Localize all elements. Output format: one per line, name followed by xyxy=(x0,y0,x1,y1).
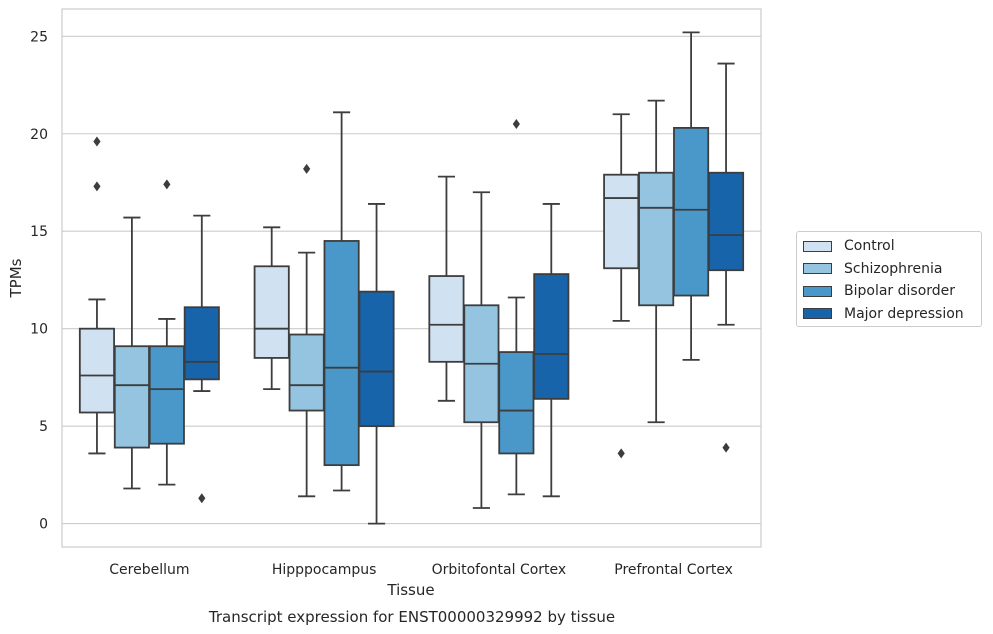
legend-swatch xyxy=(803,240,832,252)
legend-label: Bipolar disorder xyxy=(844,283,956,300)
box-bipolar-disorder xyxy=(323,111,360,492)
y-tick-label: 25 xyxy=(30,29,48,45)
chart-caption: Transcript expression for ENST0000032999… xyxy=(208,608,615,626)
x-tick-label: Cerebellum xyxy=(109,562,189,578)
legend-label: Schizophrenia xyxy=(844,260,943,277)
iqr-box xyxy=(148,345,185,445)
iqr-box xyxy=(183,306,220,381)
outlier-point xyxy=(617,448,625,459)
box-major-depression xyxy=(358,203,395,525)
y-tick-label: 5 xyxy=(39,419,48,435)
legend-swatch xyxy=(803,263,832,275)
iqr-box xyxy=(113,345,150,449)
legend-item: Bipolar disorder xyxy=(803,280,981,303)
x-tick-labels: Cerebellum Hipppocampus Orbitofontal Corte… xyxy=(109,562,733,578)
legend-item: Major depression xyxy=(803,303,981,326)
box-groups xyxy=(78,31,745,525)
box-schizophrenia xyxy=(463,191,500,509)
y-tick-label: 0 xyxy=(39,517,48,533)
x-tick-label: Orbitofontal Cortex xyxy=(432,562,567,578)
box-schizophrenia xyxy=(638,99,675,424)
outlier-point xyxy=(163,179,171,190)
iqr-box xyxy=(288,333,325,412)
y-axis-label: TPMs xyxy=(7,258,25,298)
legend: Control Schizophrenia Bipolar disorder Majo… xyxy=(796,231,982,327)
iqr-box xyxy=(428,275,465,363)
box-major-depression xyxy=(183,214,220,504)
legend-item: Schizophrenia xyxy=(803,258,981,281)
iqr-box xyxy=(498,351,535,455)
iqr-box xyxy=(253,265,290,359)
outlier-point xyxy=(303,163,311,174)
iqr-box xyxy=(673,127,710,297)
outlier-point xyxy=(512,119,520,130)
iqr-box xyxy=(708,171,745,272)
box-control xyxy=(428,175,465,402)
x-tick-label: Prefrontal Cortex xyxy=(614,562,733,578)
box-control xyxy=(253,226,290,391)
outlier-point xyxy=(93,181,101,192)
x-tick-label: Hipppocampus xyxy=(272,562,377,578)
outlier-point xyxy=(198,493,206,504)
legend-swatch xyxy=(803,285,832,297)
iqr-box xyxy=(323,240,360,467)
outlier-point xyxy=(93,136,101,147)
box-major-depression xyxy=(708,62,745,453)
legend-label: Major depression xyxy=(844,305,964,322)
box-schizophrenia xyxy=(113,216,150,490)
iqr-box xyxy=(78,327,115,414)
iqr-box xyxy=(358,290,395,428)
y-tick-label: 20 xyxy=(30,127,48,143)
legend-item: Control xyxy=(803,235,981,258)
y-tick-labels: 0 5 10 15 20 25 xyxy=(30,29,48,532)
y-tick-label: 15 xyxy=(30,224,48,240)
iqr-box xyxy=(638,171,675,307)
box-bipolar-disorder xyxy=(148,179,185,486)
box-schizophrenia xyxy=(288,163,325,498)
box-control xyxy=(603,113,640,459)
box-bipolar-disorder xyxy=(498,119,535,496)
outlier-point xyxy=(722,442,730,453)
box-major-depression xyxy=(533,203,570,498)
iqr-box xyxy=(533,273,570,400)
box-control xyxy=(78,136,115,455)
legend-label: Control xyxy=(844,238,895,255)
y-tick-label: 10 xyxy=(30,322,48,338)
plot-frame xyxy=(61,8,762,548)
x-axis-label: Tissue xyxy=(386,581,434,599)
iqr-box xyxy=(603,173,640,270)
legend-swatch xyxy=(803,308,832,320)
